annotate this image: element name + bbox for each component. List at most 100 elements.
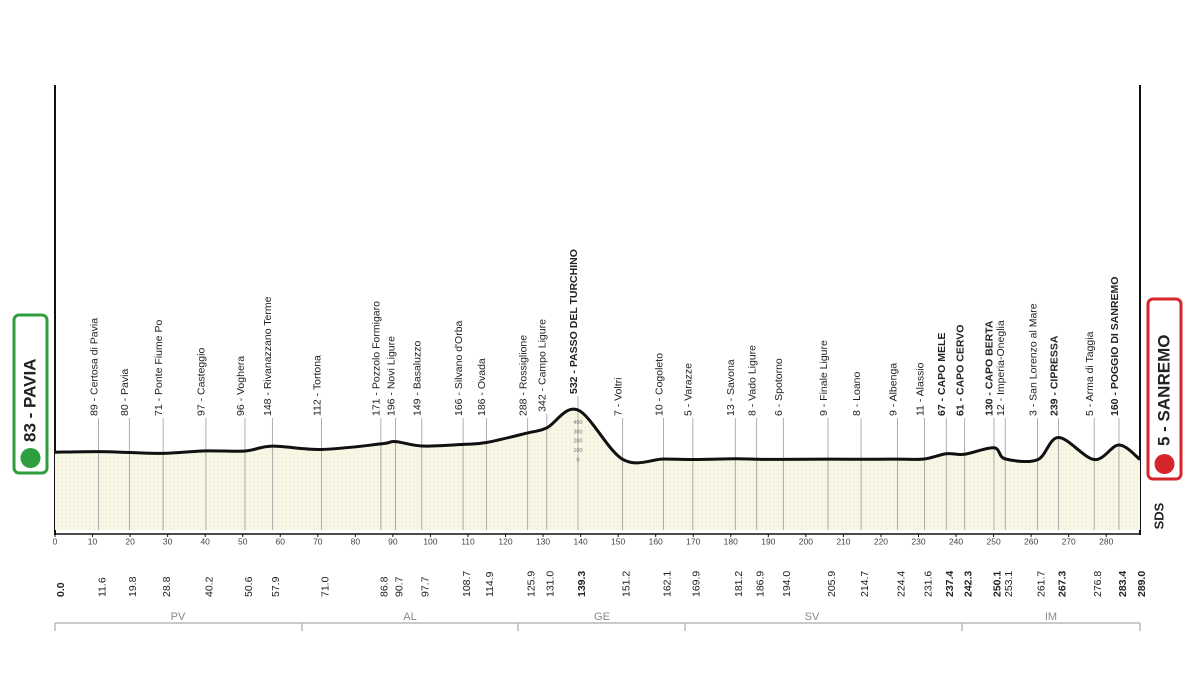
- finish-label: 5 - SANREMO: [1154, 335, 1173, 446]
- km-label: 162.1: [661, 571, 673, 597]
- start-label: 83 - PAVIA: [20, 359, 39, 442]
- waypoint-label: 11 - Alassio: [914, 362, 926, 416]
- waypoint-label: 80 - Pavia: [119, 369, 131, 416]
- x-tick-label: 250: [986, 536, 1000, 546]
- km-label: 108.7: [461, 571, 473, 597]
- x-tick-label: 60: [276, 536, 286, 546]
- km-label: 40.2: [204, 576, 216, 597]
- waypoint-label: 61 - CAPO CERVO: [954, 325, 966, 416]
- y-tick-label: 0: [576, 457, 579, 463]
- km-label: 261.7: [1035, 571, 1047, 597]
- km-label: 86.8: [379, 576, 391, 597]
- x-tick-label: 230: [911, 536, 925, 546]
- km-label: 19.8: [127, 576, 139, 597]
- km-label: 214.7: [859, 571, 871, 597]
- km-label: 267.3: [1056, 571, 1068, 597]
- finish-box: [1146, 297, 1183, 481]
- x-tick-label: 280: [1099, 536, 1113, 546]
- region-label: SV: [805, 611, 820, 623]
- waypoint-label: 5 - Varazze: [683, 363, 695, 416]
- km-label: 237.4: [944, 571, 956, 597]
- km-label: 289.0: [1136, 571, 1148, 597]
- x-tick-label: 130: [536, 536, 550, 546]
- waypoint-label: 10 - Cogoleto: [653, 353, 665, 416]
- x-tick-label: 200: [799, 536, 813, 546]
- waypoint-label: 160 - POGGIO DI SANREMO: [1109, 277, 1121, 416]
- x-tick-label: 190: [761, 536, 775, 546]
- km-label: 57.9: [270, 576, 282, 597]
- x-tick-label: 80: [351, 536, 361, 546]
- km-label: 169.9: [691, 571, 703, 597]
- y-tick-label: 300: [573, 429, 582, 435]
- region-label: AL: [403, 611, 416, 623]
- x-tick-label: 220: [874, 536, 888, 546]
- waypoint-label: 149 - Basaluzzo: [412, 341, 424, 416]
- x-tick-label: 50: [238, 536, 248, 546]
- waypoint-label: 532 - PASSO DEL TURCHINO: [568, 249, 580, 394]
- x-tick-label: 150: [611, 536, 625, 546]
- km-label: 253.1: [1003, 571, 1015, 597]
- waypoint-label: 67 - CAPO MELE: [936, 333, 948, 416]
- start-icon: [20, 448, 41, 468]
- x-tick-label: 70: [313, 536, 323, 546]
- waypoint-label: 9 - Finale Ligure: [818, 340, 830, 416]
- km-label: 131.0: [545, 571, 557, 597]
- waypoint-label: 5 - Arma di Taggia: [1084, 331, 1096, 416]
- km-label: 242.3: [962, 571, 974, 597]
- waypoint-label: 6 - Spotorno: [773, 358, 785, 416]
- km-label: 224.4: [895, 571, 907, 597]
- x-tick-label: 10: [88, 536, 98, 546]
- waypoint-label: 239 - CIPRESSA: [1048, 335, 1060, 416]
- x-tick-label: 0: [53, 536, 58, 546]
- waypoint-label: 288 - Rossiglione: [517, 335, 529, 416]
- x-tick-label: 210: [836, 536, 850, 546]
- waypoint-label: 148 - Rivanazzano Terme: [262, 296, 274, 416]
- x-tick-label: 100: [423, 536, 437, 546]
- x-tick-label: 260: [1024, 536, 1038, 546]
- km-label: 181.2: [733, 571, 745, 597]
- x-tick-label: 270: [1062, 536, 1076, 546]
- x-tick-label: 110: [461, 536, 475, 546]
- km-label: 28.8: [161, 576, 173, 597]
- waypoint-label: 8 - Vado Ligure: [746, 345, 758, 416]
- km-label: 283.4: [1117, 571, 1129, 597]
- x-tick-label: 180: [724, 536, 738, 546]
- region-bracket: [54, 622, 1141, 631]
- km-label: 11.6: [96, 577, 108, 597]
- km-label: 90.7: [393, 576, 405, 597]
- y-tick-label: 100: [573, 448, 582, 454]
- x-tick-label: 90: [388, 536, 398, 546]
- waypoint-label: 186 - Ovada: [476, 358, 488, 416]
- x-tick-label: 40: [200, 536, 210, 546]
- km-label: 151.2: [620, 571, 632, 597]
- y-tick-label: 200: [573, 439, 582, 445]
- x-tick-label: 170: [686, 536, 700, 546]
- profile-line: [54, 407, 1141, 465]
- waypoint-label: 8 - Loano: [851, 371, 863, 416]
- region-label: PV: [171, 611, 186, 623]
- waypoint-label: 342 - Campo Ligure: [537, 319, 549, 412]
- waypoint-label: 130 - CAPO BERTA: [984, 320, 996, 416]
- x-tick-label: 30: [163, 536, 173, 546]
- profile-area: [55, 409, 1140, 530]
- km-label: 194.0: [781, 571, 793, 597]
- waypoint-label: 97 - Casteggio: [196, 348, 208, 416]
- waypoint-label: 13 - Savona: [725, 359, 737, 416]
- km-label: 139.3: [576, 571, 588, 597]
- km-label: 50.6: [243, 576, 255, 597]
- x-tick-label: 120: [498, 536, 512, 546]
- km-label: 186.9: [754, 571, 766, 597]
- waypoint-label: 71 - Ponte Fiume Po: [153, 320, 165, 416]
- waypoint-label: 7 - Voltri: [612, 377, 624, 416]
- waypoint-label: 12 - Imperia-Oneglia: [995, 320, 1007, 416]
- x-tick-label: 20: [125, 536, 135, 546]
- km-label: 97.7: [420, 576, 432, 597]
- start-box: [12, 313, 49, 475]
- km-label: 250.1: [992, 571, 1004, 597]
- km-label: 71.0: [319, 576, 331, 597]
- waypoint-label: 89 - Certosa di Pavia: [88, 318, 100, 416]
- km-label: 205.9: [826, 571, 838, 597]
- waypoint-label: 96 - Voghera: [235, 356, 247, 416]
